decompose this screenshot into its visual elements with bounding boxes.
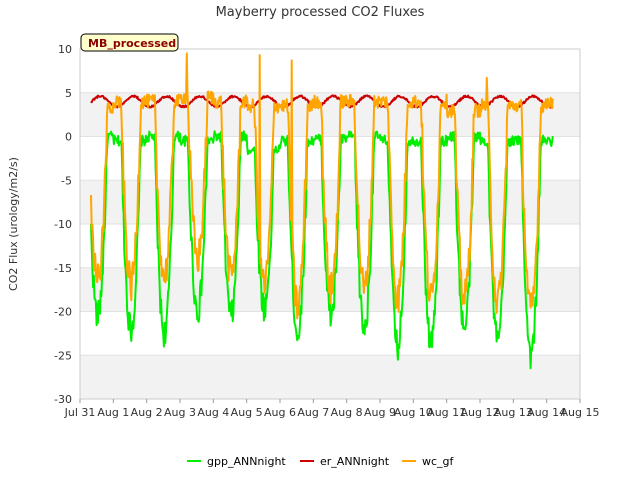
- background-band: [80, 92, 580, 137]
- legend-label: gpp_ANNnight: [207, 455, 286, 468]
- y-tick-label: 0: [65, 131, 72, 144]
- y-tick-label: -30: [54, 393, 72, 406]
- y-tick-label: -10: [54, 218, 72, 231]
- x-tick-label: Aug 8: [331, 406, 363, 419]
- y-tick-label: -20: [54, 306, 72, 319]
- series-wc-gf: [90, 52, 554, 320]
- x-axis-ticks: Jul 31 Aug 1 Aug 2 Aug 3 Aug 4 Aug 5 Aug 6 Aug …: [64, 399, 600, 419]
- x-tick-label: Aug 9: [364, 406, 396, 419]
- background-bands: [80, 92, 580, 399]
- background-band: [80, 355, 580, 399]
- chart-title: Mayberry processed CO2 Fluxes: [216, 5, 425, 20]
- x-tick-label: Aug 10: [394, 406, 433, 419]
- y-tick-label: -5: [61, 174, 72, 187]
- x-tick-label: Aug 14: [527, 406, 566, 419]
- x-tick-label: Aug 13: [494, 406, 533, 419]
- y-tick-label: 10: [58, 43, 72, 56]
- y-tick-label: 5: [65, 87, 72, 100]
- x-tick-label: Aug 2: [131, 406, 163, 419]
- x-tick-label: Aug 4: [197, 406, 229, 419]
- background-band: [80, 180, 580, 224]
- legend-label: wc_gf: [422, 455, 455, 468]
- series-layer: [90, 52, 554, 370]
- x-tick-label: Jul 31: [64, 406, 96, 419]
- dataset-tag: MB_processed: [80, 33, 179, 52]
- legend: gpp_ANNnight er_ANNnight wc_gf: [187, 455, 455, 468]
- x-tick-label: Aug 6: [264, 406, 296, 419]
- x-tick-label: Aug 15: [561, 406, 600, 419]
- dataset-tag-box: [80, 33, 179, 52]
- y-tick-label: -25: [54, 349, 72, 362]
- x-tick-label: Aug 1: [97, 406, 129, 419]
- y-axis-label: CO2 Flux (urology/m2/s): [7, 157, 20, 291]
- legend-label: er_ANNnight: [320, 455, 390, 468]
- x-tick-label: Aug 5: [231, 406, 263, 419]
- y-axis-ticks: 10 5 0 -5 -10 -15 -20 -25 -30: [54, 43, 72, 406]
- x-tick-label: Aug 3: [164, 406, 196, 419]
- x-tick-label: Aug 12: [461, 406, 500, 419]
- y-tick-label: -15: [54, 262, 72, 275]
- x-tick-label: Aug 11: [427, 406, 466, 419]
- plot-frame: [79, 48, 581, 400]
- x-tick-label: Aug 7: [297, 406, 329, 419]
- dataset-tag-label: MB_processed: [88, 37, 176, 50]
